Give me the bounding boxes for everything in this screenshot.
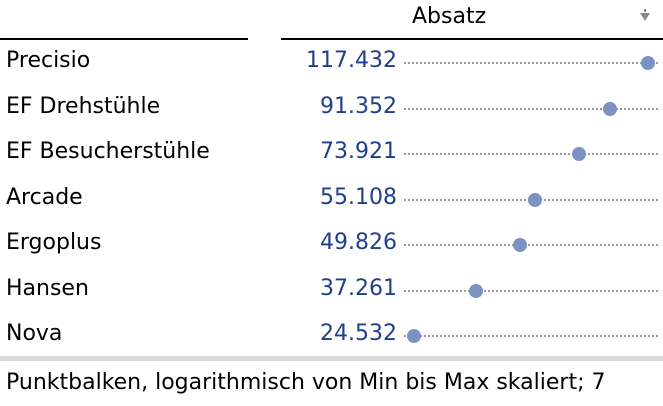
dotted-guide-line [404, 244, 658, 246]
table-row: Arcade 55.108 [0, 177, 663, 223]
table-row: EF Drehstühle 91.352 [0, 86, 663, 132]
category-label: EF Besucherstühle [6, 139, 210, 164]
data-point [512, 238, 527, 252]
footer-note: Punktbalken, logarithmisch von Min bis M… [6, 370, 606, 395]
data-point [527, 192, 542, 207]
table-row: Precisio 117.432 [0, 40, 663, 86]
dotted-guide-line [404, 62, 658, 64]
data-point [641, 56, 655, 70]
dotted-guide-line [404, 289, 658, 292]
table-row: EF Besucherstühle 73.921 [0, 131, 663, 177]
category-label: EF Drehstühle [6, 93, 161, 119]
category-label: Ergoplus [6, 230, 102, 255]
header-divider-left [0, 38, 248, 40]
table-row: Hansen 37.261 [0, 268, 663, 314]
table-row: Nova 24.532 [0, 313, 663, 359]
value-label: 24.532 [320, 321, 397, 346]
category-label: Arcade [6, 184, 83, 210]
value-label: 91.352 [320, 93, 397, 119]
dotted-guide-line [404, 335, 658, 337]
data-point [603, 101, 618, 116]
value-label: 73.921 [320, 139, 397, 164]
value-label: 37.261 [320, 275, 397, 301]
table-row: Ergoplus 49.826 [0, 222, 663, 268]
measure-title: Absatz [412, 4, 487, 29]
data-point [407, 329, 421, 343]
footer-divider [0, 356, 663, 361]
category-label: Hansen [6, 275, 89, 301]
sort-descending-icon[interactable] [640, 9, 650, 21]
value-label: 55.108 [320, 184, 397, 210]
dotted-guide-line [404, 107, 658, 110]
value-label: 49.826 [320, 230, 397, 255]
header-divider-right [281, 38, 663, 40]
category-label: Nova [6, 321, 63, 346]
value-label: 117.432 [306, 48, 397, 73]
data-point [571, 147, 586, 161]
chart-header: Absatz [0, 0, 663, 40]
category-label: Precisio [6, 48, 91, 73]
data-point [469, 283, 484, 298]
dotted-guide-line [404, 153, 658, 155]
